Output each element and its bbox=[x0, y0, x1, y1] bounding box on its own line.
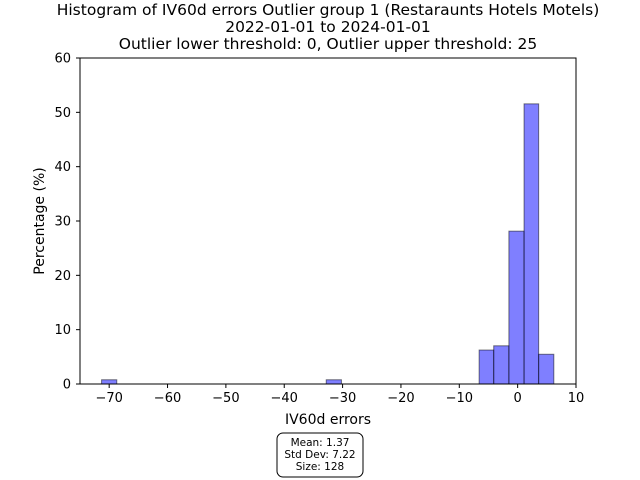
histogram-bar-1 bbox=[325, 379, 342, 385]
chart-title: Histogram of IV60d errors Outlier group … bbox=[57, 1, 600, 53]
histogram-bar-3 bbox=[493, 345, 510, 385]
histogram-bar-2 bbox=[478, 349, 495, 385]
y-tick-label-3: 30 bbox=[54, 215, 71, 230]
chart-title-line-3: Outlier lower threshold: 0, Outlier uppe… bbox=[119, 35, 537, 53]
x-axis-label: IV60d errors bbox=[285, 412, 371, 428]
plot-frame bbox=[79, 57, 577, 385]
chart-title-line-2: 2022-01-01 to 2024-01-01 bbox=[225, 18, 431, 36]
histogram-bar-0 bbox=[101, 379, 118, 385]
x-tick-label-0: −70 bbox=[95, 391, 122, 406]
x-tick-label-7: 0 bbox=[514, 391, 522, 406]
y-tick-label-6: 60 bbox=[54, 52, 71, 67]
stats-mean: Mean: 1.37 bbox=[291, 437, 350, 449]
x-tick-label-4: −30 bbox=[329, 391, 356, 406]
y-axis: 0 10 20 30 40 50 60 bbox=[54, 52, 80, 393]
x-tick-label-8: 10 bbox=[568, 391, 585, 406]
stats-size: Size: 128 bbox=[296, 461, 344, 473]
y-tick-label-4: 40 bbox=[54, 160, 71, 175]
x-tick-label-1: −60 bbox=[154, 391, 181, 406]
stats-std-dev: Std Dev: 7.22 bbox=[284, 449, 355, 461]
x-tick-label-5: −20 bbox=[387, 391, 414, 406]
y-tick-label-5: 50 bbox=[54, 106, 71, 121]
y-tick-label-1: 10 bbox=[54, 323, 71, 338]
x-tick-label-2: −50 bbox=[212, 391, 239, 406]
histogram-bar-6 bbox=[538, 353, 555, 385]
x-tick-label-3: −40 bbox=[271, 391, 298, 406]
chart-title-line-1: Histogram of IV60d errors Outlier group … bbox=[57, 1, 600, 19]
histogram-bars bbox=[101, 103, 555, 385]
stats-box: Mean: 1.37 Std Dev: 7.22 Size: 128 bbox=[276, 432, 364, 478]
y-tick-label-2: 20 bbox=[54, 269, 71, 284]
stats-box-frame bbox=[276, 432, 364, 478]
histogram-bar-5 bbox=[523, 103, 540, 385]
y-axis-label: Percentage (%) bbox=[32, 167, 48, 274]
histogram-bar-4 bbox=[508, 230, 525, 385]
y-tick-label-0: 0 bbox=[63, 378, 71, 393]
x-axis: −70 −60 −50 −40 −30 −20 −10 0 10 bbox=[95, 384, 584, 406]
x-tick-label-6: −10 bbox=[446, 391, 473, 406]
